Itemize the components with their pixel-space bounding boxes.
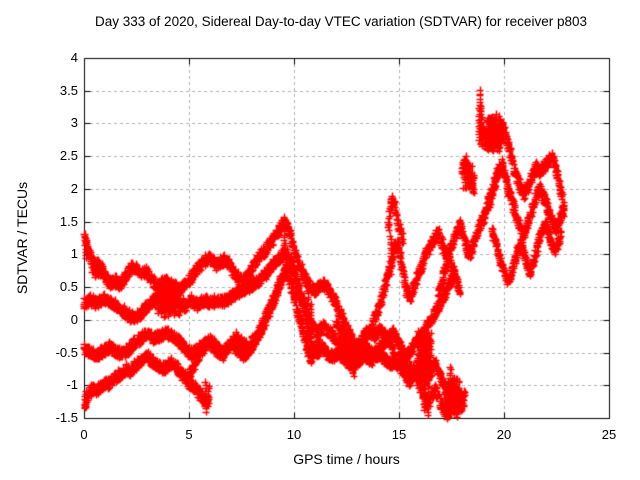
y-tick-label: 2.5	[59, 148, 78, 163]
x-tick-label: 0	[80, 427, 88, 442]
y-tick-label: -0.5	[55, 345, 78, 360]
y-tick-label: 2	[70, 181, 78, 196]
y-tick-label: 3.5	[59, 83, 78, 98]
y-tick-label: -1	[66, 377, 78, 392]
x-tick-label: 5	[185, 427, 193, 442]
y-tick-label: -1.5	[55, 410, 78, 425]
y-tick-label: 1.5	[59, 214, 78, 229]
y-tick-label: 4	[70, 50, 78, 65]
x-tick-label: 15	[391, 427, 407, 442]
x-tick-label: 25	[601, 427, 617, 442]
y-tick-label: 1	[70, 246, 78, 261]
x-axis-label: GPS time / hours	[293, 451, 400, 467]
x-tick-label: 10	[286, 427, 302, 442]
y-tick-label: 0	[70, 312, 78, 327]
x-tick-label: 20	[496, 427, 512, 442]
y-tick-label: 0.5	[59, 279, 78, 294]
y-tick-label: 3	[70, 115, 78, 130]
